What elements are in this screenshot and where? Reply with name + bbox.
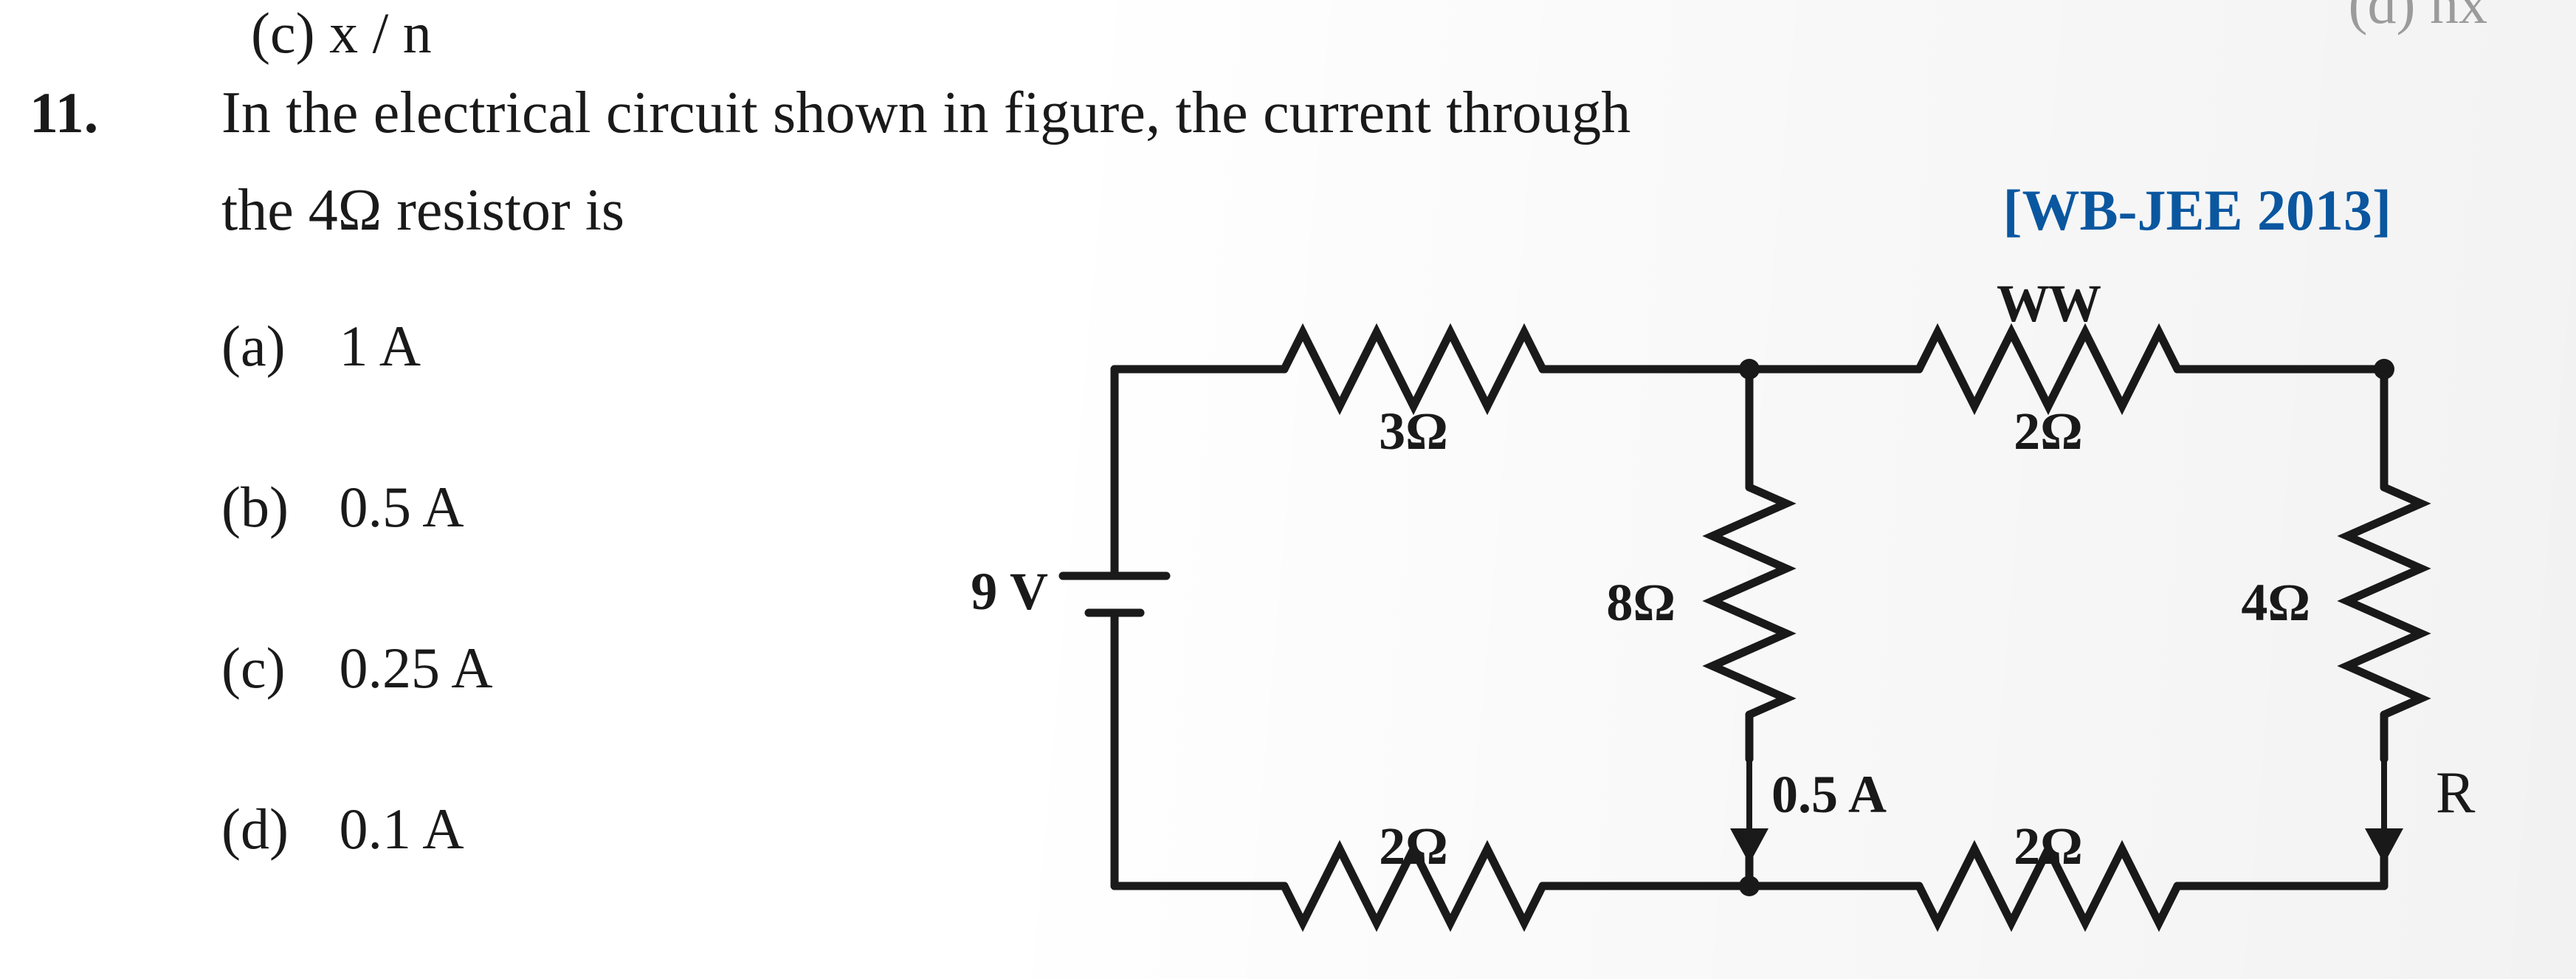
question-text-row2: the 4Ω resistor is [WB-JEE 2013] — [221, 177, 2473, 244]
option-label: (b) — [221, 478, 325, 536]
question-text-line2: the 4Ω resistor is — [221, 178, 624, 243]
resistor-4ohm-icon — [2347, 487, 2421, 715]
option-label: (c) — [221, 639, 325, 697]
question-text-line1: In the electrical circuit shown in figur… — [221, 80, 1630, 147]
option-label: (c) x / n — [251, 1, 432, 65]
resistor-2ohm-top-icon — [1919, 332, 2177, 406]
option-label: (a) — [221, 317, 325, 375]
decorative-ww-text: WW — [1997, 281, 2101, 333]
option-d: (d) 0.1 A — [221, 800, 493, 858]
option-b: (b) 0.5 A — [221, 478, 493, 536]
label-3ohm: 3Ω — [1379, 402, 1448, 461]
node-dot — [1739, 876, 1760, 896]
resistor-8ohm-icon — [1712, 487, 1786, 715]
label-2ohm-top: 2Ω — [2014, 402, 2083, 461]
node-dot — [1739, 359, 1760, 379]
label-8ohm: 8Ω — [1606, 573, 1676, 632]
node-dot — [2374, 359, 2394, 379]
option-text: 0.1 A — [340, 797, 464, 861]
circuit-diagram: WW 3Ω 2Ω 8Ω 4Ω 2Ω 2Ω 9 V 0.5 A R — [967, 281, 2517, 945]
option-a: (a) 1 A — [221, 317, 493, 375]
label-4ohm: 4Ω — [2241, 573, 2310, 632]
question-number: 11. — [30, 80, 98, 146]
label-9v: 9 V — [971, 562, 1048, 621]
option-label: (d) — [221, 800, 325, 858]
option-c: (c) 0.25 A — [221, 639, 493, 697]
exam-tag: [WB-JEE 2013] — [2003, 177, 2392, 244]
resistor-3ohm-icon — [1284, 332, 1543, 406]
previous-question-fragment-d: (d) nx — [2349, 0, 2487, 37]
option-text: 0.5 A — [340, 475, 464, 539]
question-page: (c) x / n (d) nx 11. In the electrical c… — [0, 0, 2576, 979]
label-2ohm-bottom-left: 2Ω — [1379, 817, 1448, 876]
option-text: 0.25 A — [340, 636, 493, 700]
label-node-r: R — [2436, 760, 2476, 825]
circuit-svg: WW 3Ω 2Ω 8Ω 4Ω 2Ω 2Ω 9 V 0.5 A R — [967, 281, 2517, 945]
answer-options: (a) 1 A (b) 0.5 A (c) 0.25 A (d) 0.1 A — [221, 317, 493, 858]
option-text: 1 A — [340, 314, 421, 378]
label-0p5a: 0.5 A — [1771, 765, 1887, 824]
label-2ohm-bottom-right: 2Ω — [2014, 817, 2083, 876]
previous-question-option-c: (c) x / n — [251, 0, 432, 66]
